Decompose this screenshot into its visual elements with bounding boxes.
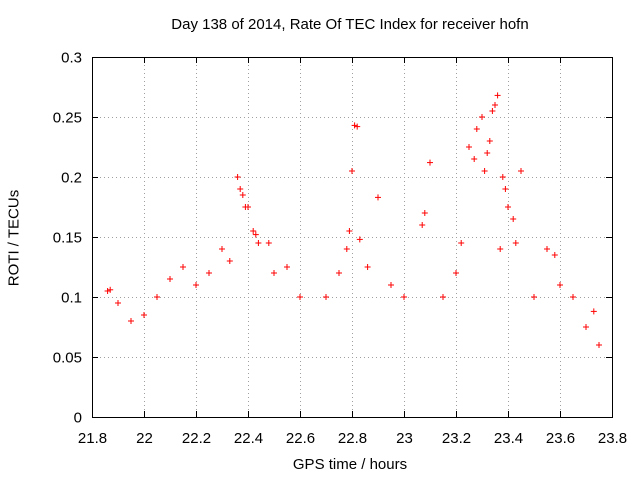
data-point [180, 264, 186, 270]
y-tick-label: 0.05 [53, 350, 82, 367]
x-tick-label: 23.6 [546, 430, 575, 447]
data-point [502, 186, 509, 192]
data-point [510, 216, 517, 222]
data-point [297, 294, 303, 300]
data-point [544, 246, 550, 252]
y-tick-label: 0.25 [53, 110, 82, 127]
data-point [479, 114, 485, 120]
data-point [356, 236, 363, 243]
data-point [512, 240, 519, 246]
x-tick-label: 22.8 [338, 430, 367, 447]
data-point [590, 308, 597, 315]
data-point [453, 270, 459, 276]
x-tick-label: 23.8 [598, 430, 627, 447]
x-tick-label: 22.2 [182, 430, 211, 447]
data-point [128, 318, 134, 324]
x-tick-label: 21.8 [78, 430, 107, 447]
x-tick-label: 22 [136, 430, 153, 447]
data-point [473, 126, 480, 132]
data-point [255, 240, 262, 246]
data-point [364, 264, 371, 270]
axis-ticks: 21.8 22 22.2 22.4 22.6 22.8 23 23.2 23.4 23.6 23.8… [53, 50, 627, 448]
y-tick-label: 0.1 [61, 290, 82, 307]
data-point [427, 159, 433, 166]
data-point [234, 174, 241, 180]
data-point [401, 294, 407, 300]
data-point [206, 270, 212, 276]
x-tick-label: 23.4 [494, 430, 523, 447]
data-point [252, 231, 259, 238]
data-point [351, 122, 358, 129]
x-axis-label: GPS time / hours [292, 456, 408, 473]
data-point [343, 246, 350, 252]
data-point [193, 282, 199, 288]
data-point [226, 258, 233, 264]
data-point [388, 282, 394, 288]
y-tick-label: 0 [74, 410, 82, 427]
data-point [596, 342, 602, 348]
data-point [440, 294, 446, 300]
grid-lines [92, 57, 612, 417]
data-point [154, 294, 160, 300]
data-point [551, 252, 558, 258]
data-point [115, 300, 121, 306]
data-point [421, 210, 428, 216]
y-tick-label: 0.2 [61, 170, 82, 187]
y-tick-label: 0.3 [61, 50, 82, 67]
data-point [531, 294, 537, 300]
data-point [265, 240, 272, 246]
data-point [349, 168, 355, 174]
data-point [237, 186, 244, 192]
x-tick-label: 23.2 [442, 430, 471, 447]
data-point [284, 264, 290, 270]
data-point [492, 102, 498, 108]
x-tick-label: 22.4 [234, 430, 263, 447]
data-point [486, 138, 493, 144]
data-point [458, 240, 465, 246]
data-point [346, 228, 353, 234]
data-point [499, 174, 506, 180]
data-point [489, 108, 496, 114]
data-point [583, 324, 589, 330]
data-point [141, 312, 147, 318]
data-point [494, 92, 501, 99]
data-point [497, 246, 504, 252]
data-point [245, 204, 251, 210]
data-point [167, 276, 173, 282]
y-axis-label: ROTI / TECUs [5, 189, 23, 287]
chart-title: Day 138 of 2014, Rate Of TEC Index for r… [171, 16, 529, 33]
y-tick-label: 0.15 [53, 230, 82, 247]
data-point [336, 270, 342, 276]
data-point [419, 222, 426, 228]
data-point [271, 270, 277, 276]
data-point [104, 288, 111, 294]
data-point [219, 246, 225, 252]
data-point [518, 168, 524, 174]
data-point [239, 192, 246, 198]
data-points [104, 92, 602, 348]
data-point [354, 123, 361, 130]
data-point [557, 282, 563, 288]
data-point [481, 168, 488, 174]
data-point [505, 204, 511, 210]
data-point [250, 228, 257, 234]
data-point [570, 294, 576, 300]
x-tick-label: 22.6 [286, 430, 315, 447]
data-point [323, 294, 329, 300]
data-point [484, 150, 491, 156]
data-point [375, 194, 381, 201]
data-point [107, 286, 114, 293]
data-point [466, 144, 472, 150]
x-tick-label: 23 [396, 430, 413, 447]
data-point [471, 156, 478, 162]
